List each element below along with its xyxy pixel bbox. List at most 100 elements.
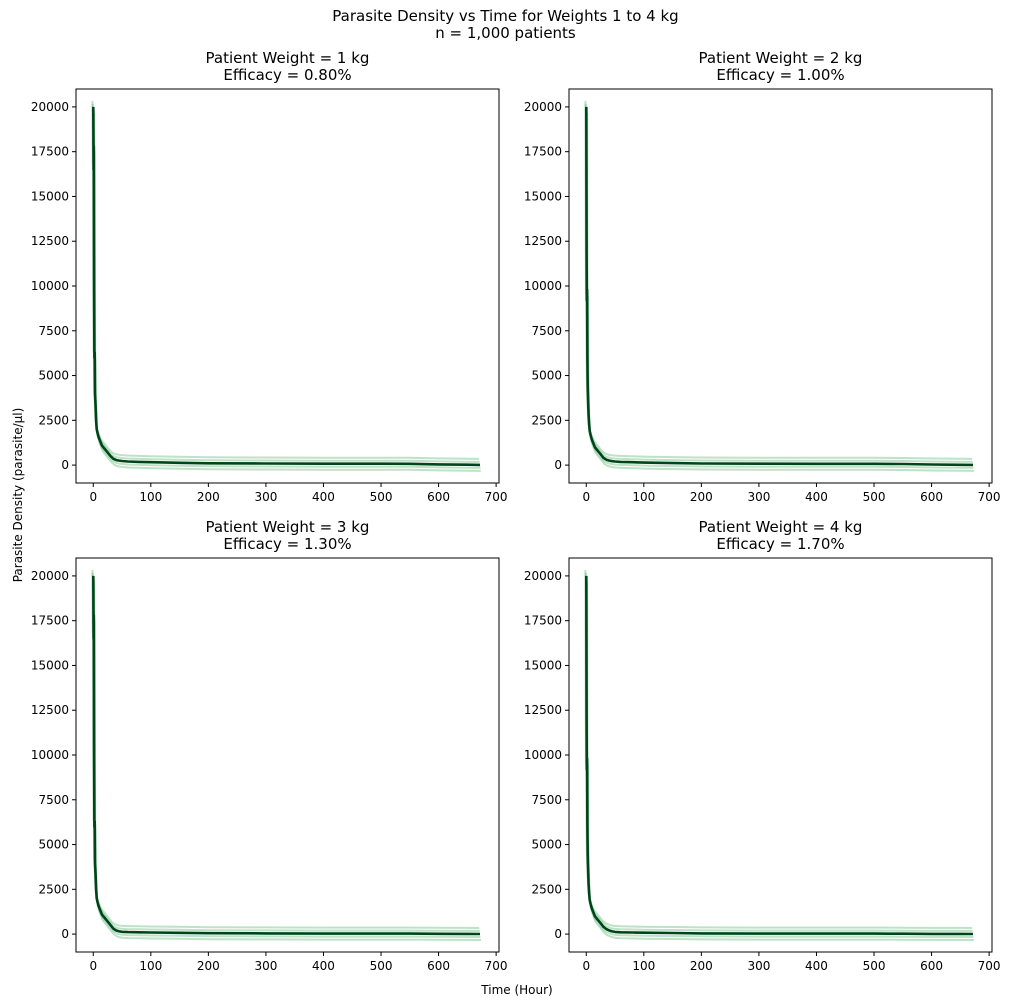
- x-tick-label: 0: [582, 959, 590, 973]
- subplot-title: Patient Weight = 3 kg: [206, 518, 370, 536]
- y-tick-label: 20000: [31, 100, 69, 114]
- y-tick-label: 2500: [38, 882, 69, 896]
- figure-suptitle: Parasite Density vs Time for Weights 1 t…: [332, 7, 679, 25]
- x-tick-label: 400: [805, 959, 828, 973]
- x-tick-label: 500: [863, 959, 886, 973]
- x-tick-label: 200: [197, 959, 220, 973]
- y-tick-label: 10000: [524, 748, 562, 762]
- x-tick-label: 600: [920, 490, 943, 504]
- y-tick-label: 7500: [531, 324, 562, 338]
- y-tick-label: 12500: [31, 703, 69, 717]
- y-tick-label: 2500: [531, 413, 562, 427]
- figure-subtitle: n = 1,000 patients: [435, 24, 576, 42]
- x-tick-label: 300: [254, 959, 277, 973]
- x-tick-label: 700: [978, 959, 1001, 973]
- series-line: [585, 575, 974, 936]
- y-tick-label: 5000: [38, 838, 69, 852]
- subplot-efficacy: Efficacy = 1.30%: [223, 535, 351, 553]
- series-band-line: [91, 569, 480, 929]
- x-tick-label: 0: [89, 490, 97, 504]
- subplot-efficacy: Efficacy = 1.00%: [716, 66, 844, 84]
- y-tick-label: 12500: [524, 234, 562, 248]
- series-band-line: [584, 572, 973, 932]
- series-band-line: [584, 569, 973, 929]
- y-tick-label: 0: [554, 927, 562, 941]
- y-tick-label: 2500: [531, 882, 562, 896]
- x-tick-label: 500: [370, 959, 393, 973]
- series-line: [585, 106, 974, 467]
- series-band-line: [91, 100, 480, 460]
- series-band-line: [586, 581, 974, 941]
- y-tick-label: 12500: [31, 234, 69, 248]
- subplot-efficacy: Efficacy = 0.80%: [223, 66, 351, 84]
- series-band-line: [93, 112, 481, 472]
- y-tick-label: 7500: [531, 793, 562, 807]
- x-tick-label: 600: [427, 490, 450, 504]
- x-tick-label: 200: [690, 959, 713, 973]
- x-tick-label: 200: [690, 490, 713, 504]
- y-axis-label: Parasite Density (parasite/μl): [11, 407, 25, 583]
- y-tick-label: 17500: [31, 614, 69, 628]
- y-tick-label: 20000: [524, 569, 562, 583]
- y-tick-label: 5000: [38, 369, 69, 383]
- series-band-line: [91, 572, 480, 932]
- y-tick-label: 15000: [31, 658, 69, 672]
- series-band-line: [93, 581, 481, 941]
- y-tick-label: 5000: [531, 369, 562, 383]
- x-tick-label: 500: [863, 490, 886, 504]
- x-tick-label: 700: [978, 490, 1001, 504]
- x-tick-label: 100: [632, 490, 655, 504]
- y-tick-label: 7500: [38, 324, 69, 338]
- axes-frame: [75, 88, 500, 484]
- y-tick-label: 10000: [524, 279, 562, 293]
- x-tick-label: 300: [254, 490, 277, 504]
- x-tick-label: 100: [139, 959, 162, 973]
- axes-frame: [568, 557, 993, 953]
- y-tick-label: 17500: [524, 614, 562, 628]
- series-band-line: [584, 100, 973, 460]
- y-tick-label: 7500: [38, 793, 69, 807]
- x-tick-label: 400: [312, 490, 335, 504]
- x-tick-label: 300: [747, 959, 770, 973]
- y-tick-label: 17500: [31, 145, 69, 159]
- y-tick-label: 15000: [31, 189, 69, 203]
- series-band-line: [585, 109, 974, 469]
- x-tick-label: 400: [805, 490, 828, 504]
- x-tick-label: 0: [89, 959, 97, 973]
- y-tick-label: 20000: [31, 569, 69, 583]
- series-band-line: [91, 103, 480, 463]
- x-axis-label: Time (Hour): [481, 983, 553, 997]
- series-band-line: [586, 112, 974, 472]
- subplot-title: Patient Weight = 1 kg: [206, 49, 370, 67]
- x-tick-label: 0: [582, 490, 590, 504]
- subplot-title: Patient Weight = 4 kg: [699, 518, 863, 536]
- y-tick-label: 10000: [31, 748, 69, 762]
- x-tick-label: 100: [632, 959, 655, 973]
- x-tick-label: 200: [197, 490, 220, 504]
- y-tick-label: 0: [554, 458, 562, 472]
- y-tick-label: 5000: [531, 838, 562, 852]
- x-tick-label: 400: [312, 959, 335, 973]
- series-band-line: [92, 578, 481, 938]
- y-tick-label: 2500: [38, 413, 69, 427]
- series-band-line: [584, 103, 973, 463]
- series-line: [92, 575, 481, 936]
- axes-frame: [75, 557, 500, 953]
- y-tick-label: 0: [61, 927, 69, 941]
- series-band-line: [585, 578, 974, 938]
- series-band-line: [92, 109, 481, 469]
- y-tick-label: 15000: [524, 189, 562, 203]
- x-tick-label: 300: [747, 490, 770, 504]
- subplot-efficacy: Efficacy = 1.70%: [716, 535, 844, 553]
- x-tick-label: 700: [485, 959, 508, 973]
- y-tick-label: 0: [61, 458, 69, 472]
- y-tick-label: 20000: [524, 100, 562, 114]
- y-tick-label: 12500: [524, 703, 562, 717]
- y-tick-label: 10000: [31, 279, 69, 293]
- subplot-title: Patient Weight = 2 kg: [699, 49, 863, 67]
